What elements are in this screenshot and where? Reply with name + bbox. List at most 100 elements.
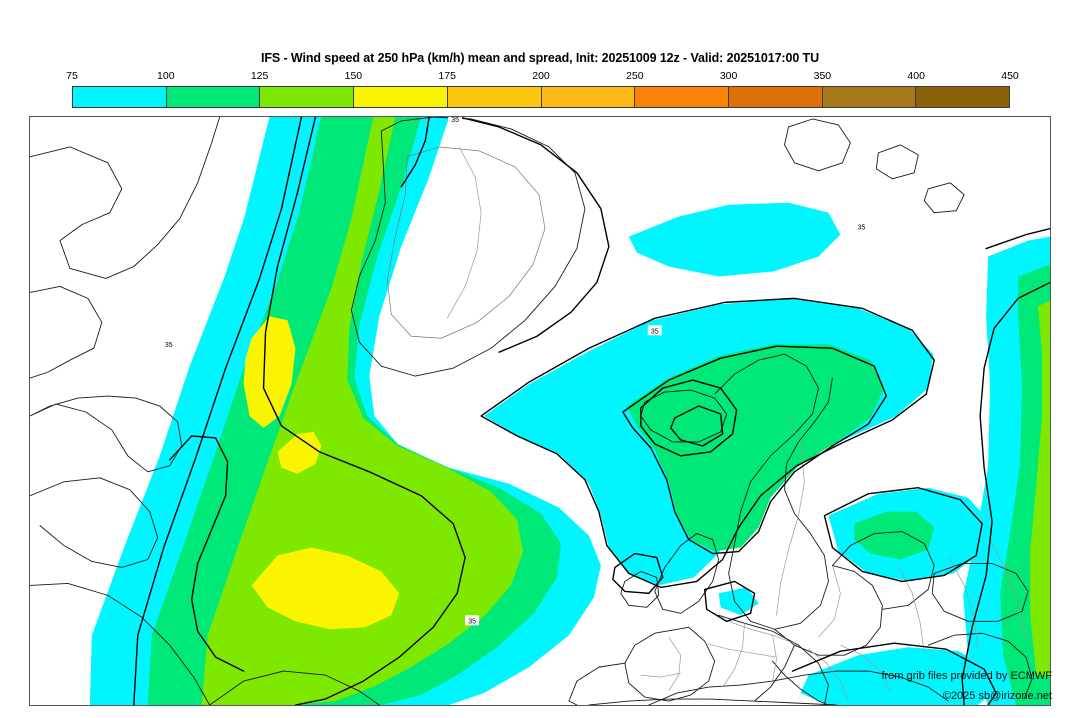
colorbar-band-250-300 <box>635 87 729 107</box>
border-central-europe-a <box>728 620 795 644</box>
coast-mediterranean-north <box>648 670 949 705</box>
colorbar-band-350-400 <box>822 87 917 107</box>
contour-jet-west <box>133 117 303 705</box>
coast-greenland <box>350 117 586 377</box>
contour-jet-east <box>262 117 466 705</box>
spread-band-75-100-arctic-north <box>628 202 841 277</box>
coast-usa-south <box>209 670 380 705</box>
coast-france-iberia <box>624 626 716 702</box>
colorbar-band-150-175 <box>354 87 448 107</box>
coast-labrador <box>30 117 221 279</box>
colorbar-band-100-125 <box>166 87 261 107</box>
border-central-europe-b <box>722 623 745 688</box>
coast-turkey <box>927 632 1033 700</box>
spread-band-100-125-arctic-patch <box>315 117 350 153</box>
border-greenland-shelf <box>446 146 482 319</box>
spread-band-75-100-dab-a <box>718 587 759 616</box>
contour-label-halo <box>161 339 176 350</box>
coast-iceland <box>640 389 728 443</box>
colorbar-tick-100: 100 <box>157 70 175 82</box>
spread-band-100-125-baltic-sea <box>854 511 935 560</box>
coast-finland <box>831 531 935 610</box>
map-panel[interactable]: 35 35 35 35 35 <box>29 116 1051 706</box>
coast-iberia <box>568 662 626 705</box>
coastline-layer <box>30 117 1033 705</box>
colorbar-tick-300: 300 <box>719 70 738 82</box>
coast-baltic-south <box>754 644 795 702</box>
colorbar-tick-175: 175 <box>438 70 456 82</box>
mean-wind-contour-layer <box>133 117 1050 705</box>
contour-baltic-loop <box>823 487 983 583</box>
spread-band-125-150-east-edge <box>1030 300 1050 676</box>
contour-uk-small <box>612 552 664 595</box>
contour-label-halo <box>448 117 463 124</box>
contour-label-1: 35 <box>651 328 659 335</box>
contour-aegean <box>791 642 997 705</box>
colorbar-tick-200: 200 <box>532 70 550 82</box>
contour-label-2: 35 <box>468 618 476 625</box>
credit-source: from grib files provided by ECMWF <box>881 670 1052 682</box>
colorbar-tick-125: 125 <box>250 70 269 82</box>
colorbar-band-300-350 <box>728 87 823 107</box>
spread-band-100-125-scandinavia <box>626 344 885 552</box>
map-canvas: 35 35 35 35 35 <box>30 117 1050 705</box>
contour-east-edge <box>985 227 1050 250</box>
colorbar-tick-75: 75 <box>66 70 78 82</box>
coast-sweden-baltic <box>774 565 883 656</box>
coast-svalbard <box>784 118 851 172</box>
coast-ireland <box>620 571 660 608</box>
contour-label-0: 35 <box>165 342 173 349</box>
border-balkans-a <box>808 648 849 702</box>
coast-norway <box>714 353 833 630</box>
contour-label-4: 35 <box>857 225 865 232</box>
coast-north-africa <box>588 698 837 705</box>
contour-small-oval-north <box>670 405 724 447</box>
page-title: IFS - Wind speed at 250 hPa (km/h) mean … <box>260 51 820 65</box>
spread-band-150-175-atlantic-north <box>243 316 296 428</box>
border-east-b <box>947 555 979 650</box>
spread-band-150-175-dab <box>359 570 378 590</box>
border-east-a <box>897 565 925 654</box>
border-france-inner <box>668 637 682 692</box>
contour-label-halo <box>465 615 480 626</box>
contour-greenland-top <box>400 117 430 188</box>
colorbar-tick-labels: 75 100 125 150 175 200 250 300 350 400 4… <box>66 70 1019 84</box>
colorbar <box>72 86 1010 108</box>
spread-band-150-175-uk <box>277 431 322 474</box>
coast-usa-east <box>30 582 211 705</box>
border-scandinavia <box>776 415 805 616</box>
colorbar-tick-250: 250 <box>626 70 644 82</box>
contour-norwegian-sea <box>480 297 935 589</box>
coast-greenland-inner <box>386 146 546 339</box>
coast-britain <box>654 533 720 614</box>
colorbar-tick-350: 350 <box>813 70 832 82</box>
contour-inner-south <box>169 435 245 672</box>
colorbar-band-125-150 <box>260 87 355 107</box>
contour-scandinavia-core <box>622 345 888 555</box>
coast-nova-scotia <box>30 477 159 568</box>
spread-band-75-100-aegean <box>800 647 997 705</box>
border-alps <box>704 642 777 658</box>
colorbar-band-400-450 <box>916 87 1010 107</box>
spread-band-150-175-atlantic-south <box>251 547 400 630</box>
contour-med-small <box>703 580 756 622</box>
border-iberia-a <box>640 672 681 678</box>
contour-label-halo <box>854 221 869 232</box>
colorbar-band-175-200 <box>447 87 542 107</box>
contour-label-halo <box>647 325 662 336</box>
colorbar-bands <box>72 86 1010 108</box>
coast-italy <box>772 660 829 705</box>
credit-copyright: ©2025 sb@irizone.net <box>942 690 1052 702</box>
border-east-c <box>989 539 1027 640</box>
colorbar-tick-450: 450 <box>1001 70 1019 82</box>
spread-shading-layer <box>89 117 1050 705</box>
country-border-layer <box>446 146 1027 702</box>
colorbar-tick-150: 150 <box>344 70 363 82</box>
contour-arctic-upper <box>458 117 610 353</box>
coast-canada-east <box>30 285 103 379</box>
contour-label-layer: 35 35 35 35 35 <box>161 117 869 626</box>
contour-iceland-ring <box>640 379 738 457</box>
colorbar-band-75-100 <box>73 87 167 107</box>
contour-label-3: 35 <box>451 117 459 124</box>
